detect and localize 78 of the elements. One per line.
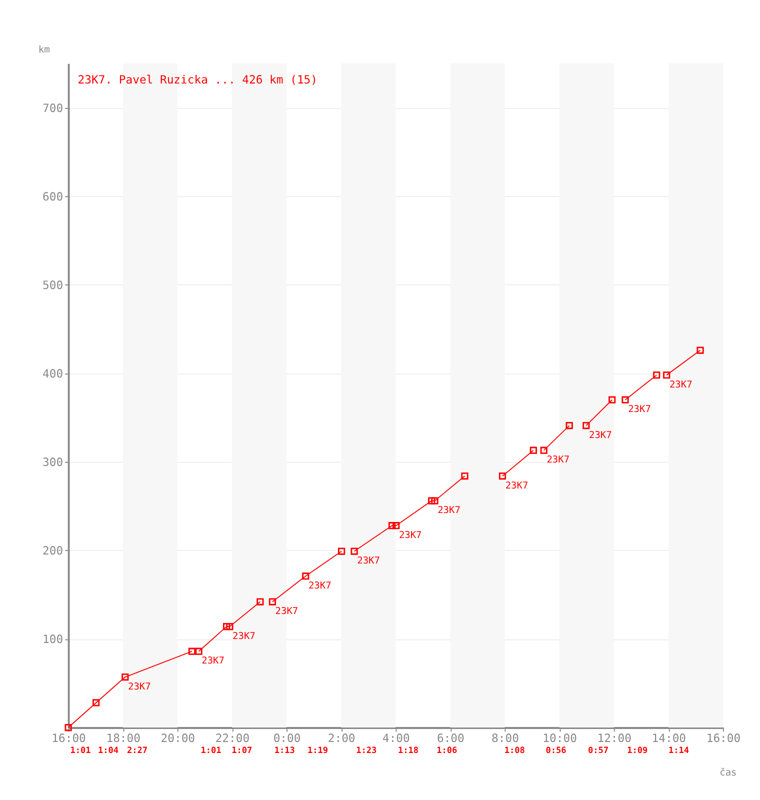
annotation: 23K7 <box>588 430 612 441</box>
annotation: 23K7 <box>398 530 422 541</box>
point <box>540 446 548 454</box>
point <box>268 598 276 606</box>
x-tick-label: 14:00 <box>652 731 686 746</box>
text: 1:14 <box>668 746 690 756</box>
x-tick-label: 6:00 <box>436 731 465 746</box>
x-tick-label: 10:00 <box>542 731 578 746</box>
point <box>350 548 358 555</box>
annotation: 23K7 <box>128 681 151 692</box>
text: 1:23 <box>356 746 377 756</box>
x-tick-label: 18:00 <box>106 731 141 746</box>
text: 0:56 <box>546 746 566 756</box>
text: 1:18 <box>398 746 419 756</box>
point <box>566 422 573 430</box>
x-tick-label: 8:00 <box>492 731 520 746</box>
x-tick-label: 2:00 <box>328 731 356 746</box>
point <box>195 648 202 655</box>
x-axis-title: čas <box>720 767 737 778</box>
point <box>226 623 234 630</box>
point <box>530 446 537 454</box>
y-tick-label: 400 <box>42 366 64 381</box>
annotation: 23K7 <box>546 454 570 466</box>
y-tick-label: 700 <box>42 100 64 115</box>
point <box>338 548 346 555</box>
annotation: 23K7 <box>438 505 460 516</box>
point <box>92 699 100 706</box>
point <box>582 422 590 430</box>
point <box>302 572 310 580</box>
x-tick-label: 0:00 <box>273 731 301 746</box>
text: 1:01 <box>70 746 91 756</box>
annotation: 23K7 <box>628 404 651 416</box>
point <box>222 623 230 630</box>
text: 1:06 <box>436 746 458 756</box>
text: 1:13 <box>274 746 295 756</box>
x-tick-label: 20:00 <box>160 731 196 746</box>
y-tick-label: 500 <box>42 278 64 292</box>
point <box>428 497 436 504</box>
point <box>498 472 506 480</box>
point <box>653 372 660 379</box>
annotation: 23K7 <box>202 656 224 667</box>
point <box>122 673 129 681</box>
text: 1:07 <box>232 746 252 756</box>
text: 23K7. Pavel Ruzicka ... 426 km (15) <box>78 72 318 86</box>
x-tick-label: 12:00 <box>597 731 632 746</box>
x-tick-label: 16:00 <box>706 731 741 746</box>
point <box>64 724 72 732</box>
text: 2:27 <box>127 746 148 756</box>
annotation: 23K7 <box>669 379 692 390</box>
annotation: 23K7 <box>275 606 298 618</box>
annotation: 23K7 <box>357 556 380 567</box>
annotation: 23K7 <box>505 480 528 492</box>
point <box>461 472 468 480</box>
x-tick-label: 22:00 <box>215 731 250 746</box>
point <box>256 598 264 606</box>
point <box>663 372 670 379</box>
y-tick-label: 200 <box>42 544 64 558</box>
x-tick-label: 16:00 <box>52 731 86 746</box>
annotation: 23K7 <box>308 580 332 592</box>
text: 1:19 <box>308 746 328 756</box>
point <box>608 396 616 404</box>
text: 1:04 <box>98 746 118 756</box>
y-tick-label: 600 <box>42 189 64 204</box>
y-tick-label: 300 <box>42 455 64 470</box>
point <box>392 522 400 530</box>
y-axis-title: km <box>38 44 50 56</box>
point <box>622 396 629 404</box>
text: 1:01 <box>200 746 222 756</box>
point <box>431 497 438 504</box>
point <box>696 346 704 354</box>
text: 1:09 <box>627 746 648 756</box>
point <box>388 522 396 530</box>
text: 0:57 <box>588 746 609 756</box>
y-tick-label: 100 <box>42 632 64 646</box>
text: 1:08 <box>504 746 525 756</box>
x-tick-label: 4:00 <box>382 731 410 746</box>
annotation: 23K7 <box>232 630 256 642</box>
point <box>188 648 196 655</box>
